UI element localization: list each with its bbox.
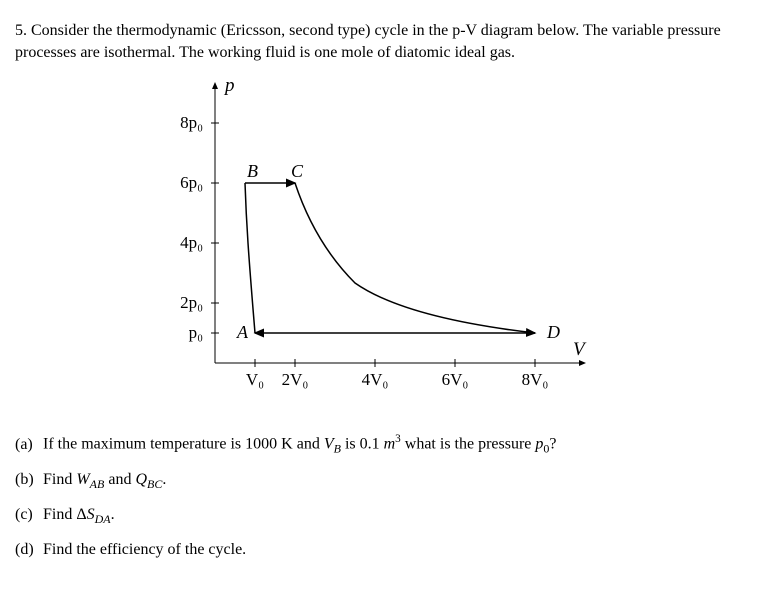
text: and	[104, 471, 135, 488]
subpart-c: (c) Find ΔSDA.	[15, 506, 758, 527]
xtick-label: 4V₀	[362, 370, 389, 389]
problem-line2: processes are isothermal. The working fl…	[15, 44, 515, 61]
text: ?	[549, 436, 556, 453]
subpart-label: (c)	[15, 506, 39, 524]
subscript: BC	[147, 477, 162, 491]
subpart-label: (d)	[15, 541, 39, 559]
text: Find Δ	[43, 506, 87, 523]
cycle-path	[245, 183, 535, 333]
subscript: AB	[90, 477, 105, 491]
subpart-label: (b)	[15, 471, 39, 489]
text: what is the pressure	[401, 436, 536, 453]
subpart-a: (a) If the maximum temperature is 1000 K…	[15, 433, 758, 457]
subpart-label: (a)	[15, 436, 39, 454]
xtick-label: 8V₀	[522, 370, 549, 389]
problem-statement: 5. Consider the thermodynamic (Ericsson,…	[15, 20, 758, 63]
var: V	[324, 436, 334, 453]
ytick-label: p₀	[189, 323, 204, 342]
subparts: (a) If the maximum temperature is 1000 K…	[15, 433, 758, 559]
y-ticks: p₀ 2p₀ 4p₀ 6p₀ 8p₀	[180, 113, 219, 342]
problem-line1: Consider the thermodynamic (Ericsson, se…	[31, 22, 721, 39]
var: Q	[135, 471, 147, 488]
text: If the maximum temperature is 1000 K and	[43, 436, 324, 453]
unit: m	[384, 436, 396, 453]
x-axis-label: V	[573, 339, 587, 360]
ytick-label: 4p₀	[180, 233, 203, 252]
text: .	[162, 471, 166, 488]
text: is 0.1	[341, 436, 384, 453]
pv-diagram: p V p₀ 2p₀ 4p₀ 6p₀ 8p₀ V₀ 2V₀ 4V₀ 6V₀ 8V…	[155, 73, 758, 403]
xtick-label: V₀	[246, 370, 264, 389]
xtick-label: 6V₀	[442, 370, 469, 389]
point-B-label: B	[247, 161, 258, 181]
text: Find	[43, 471, 76, 488]
subpart-b: (b) Find WAB and QBC.	[15, 471, 758, 492]
axes: p V	[215, 75, 587, 363]
var: S	[87, 506, 95, 523]
point-labels: A B C D	[236, 161, 560, 342]
xtick-label: 2V₀	[282, 370, 309, 389]
y-axis-label: p	[223, 75, 235, 96]
subpart-d: (d) Find the efficiency of the cycle.	[15, 541, 758, 559]
ytick-label: 8p₀	[180, 113, 203, 132]
subscript: DA	[95, 512, 111, 526]
subscript: B	[334, 442, 341, 456]
point-C-label: C	[291, 161, 304, 181]
var: W	[76, 471, 89, 488]
ytick-label: 2p₀	[180, 293, 203, 312]
point-A-label: A	[236, 322, 249, 342]
ytick-label: 6p₀	[180, 173, 203, 192]
point-D-label: D	[546, 322, 560, 342]
problem-number: 5.	[15, 22, 27, 39]
text: .	[111, 506, 115, 523]
text: Find the efficiency of the cycle.	[43, 541, 246, 558]
